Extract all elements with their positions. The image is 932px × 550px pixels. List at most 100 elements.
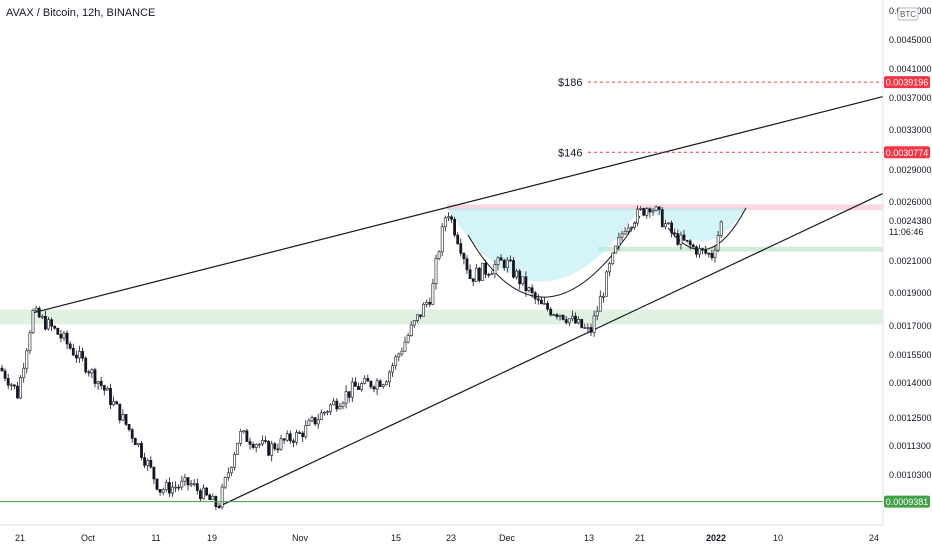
price-axis[interactable]: 0.00500000.00450000.00410000.00370000.00… bbox=[889, 6, 932, 480]
candle bbox=[164, 479, 168, 493]
x-tick-label: 13 bbox=[584, 533, 594, 543]
candle bbox=[214, 495, 218, 511]
candle bbox=[704, 245, 708, 256]
candle bbox=[394, 354, 398, 370]
candle bbox=[56, 327, 60, 335]
candle bbox=[236, 442, 240, 455]
candle bbox=[295, 429, 298, 446]
candle bbox=[372, 385, 376, 393]
candle bbox=[316, 413, 320, 429]
support-zone bbox=[0, 309, 883, 325]
candle bbox=[13, 384, 16, 390]
x-tick-label: 24 bbox=[869, 533, 879, 543]
support-price-badge bbox=[884, 495, 930, 508]
candle bbox=[329, 403, 333, 416]
candle bbox=[257, 442, 261, 449]
candle bbox=[592, 310, 596, 338]
candle bbox=[133, 437, 137, 446]
time-axis[interactable]: 21 Oct 11 19 Nov 15 23 Dec 13 21 2022 10 24 bbox=[15, 533, 879, 543]
x-tick-label: 23 bbox=[446, 533, 456, 543]
candle bbox=[245, 428, 249, 442]
candle bbox=[453, 216, 457, 238]
candle bbox=[112, 396, 116, 407]
candle bbox=[425, 299, 429, 308]
candle bbox=[499, 254, 503, 261]
currency-badge[interactable] bbox=[897, 7, 919, 21]
y-tick-label: 0.0029000 bbox=[889, 165, 932, 175]
candle bbox=[65, 330, 69, 350]
x-tick-label: 21 bbox=[635, 533, 645, 543]
candle bbox=[353, 377, 357, 387]
candle bbox=[239, 428, 243, 447]
candle bbox=[611, 252, 615, 266]
candle bbox=[701, 247, 705, 255]
candle bbox=[22, 363, 26, 383]
candle bbox=[648, 207, 652, 218]
candle bbox=[199, 488, 202, 502]
candle bbox=[102, 384, 106, 396]
candle bbox=[369, 380, 373, 389]
candle bbox=[462, 252, 466, 265]
candle bbox=[357, 382, 360, 391]
candle bbox=[285, 430, 289, 442]
candle bbox=[248, 437, 252, 450]
candle bbox=[322, 411, 326, 416]
candle bbox=[555, 312, 559, 320]
candle bbox=[719, 220, 723, 238]
candle bbox=[564, 316, 568, 325]
candle bbox=[378, 378, 382, 388]
candle bbox=[496, 256, 500, 271]
candle bbox=[264, 436, 267, 444]
candle bbox=[660, 207, 664, 228]
y-tick-label: 0.0019000 bbox=[889, 288, 932, 298]
x-tick-label: 15 bbox=[391, 533, 401, 543]
candle bbox=[654, 205, 658, 212]
candle bbox=[233, 451, 236, 471]
candle bbox=[384, 380, 388, 386]
candle bbox=[230, 466, 233, 476]
candle bbox=[192, 479, 196, 487]
candle bbox=[583, 323, 587, 329]
candle bbox=[217, 502, 221, 509]
candle bbox=[115, 400, 119, 405]
candle bbox=[291, 438, 295, 447]
candle bbox=[152, 466, 156, 485]
candle bbox=[78, 345, 81, 363]
candle bbox=[667, 221, 670, 225]
support-price-value: 0.0009381 bbox=[886, 497, 929, 507]
candle bbox=[301, 430, 305, 442]
candle bbox=[143, 452, 147, 469]
candle bbox=[707, 252, 711, 258]
candle bbox=[595, 306, 599, 321]
candle bbox=[527, 286, 531, 293]
candle bbox=[68, 341, 72, 350]
handle-fill bbox=[640, 207, 746, 242]
candle bbox=[459, 238, 463, 257]
candle bbox=[688, 239, 692, 250]
candle bbox=[140, 440, 143, 461]
candle bbox=[28, 330, 32, 355]
candle bbox=[62, 331, 66, 341]
candle bbox=[567, 318, 571, 327]
candle bbox=[636, 205, 639, 227]
candle bbox=[338, 402, 342, 410]
candle bbox=[326, 410, 329, 416]
candle bbox=[25, 348, 29, 374]
y-tick-label: 0.0017000 bbox=[889, 321, 932, 331]
candle bbox=[124, 414, 128, 427]
candle bbox=[456, 232, 460, 245]
candle bbox=[59, 330, 63, 343]
candle bbox=[43, 310, 47, 331]
candle bbox=[446, 212, 450, 222]
candle bbox=[626, 223, 630, 235]
candle bbox=[481, 262, 484, 281]
candle bbox=[71, 343, 75, 356]
candle bbox=[335, 398, 339, 412]
y-tick-label: 0.0015500 bbox=[889, 350, 932, 360]
candle bbox=[673, 228, 677, 238]
candle bbox=[366, 374, 370, 382]
candle bbox=[391, 362, 395, 377]
candle bbox=[6, 373, 10, 389]
candle bbox=[546, 300, 550, 312]
